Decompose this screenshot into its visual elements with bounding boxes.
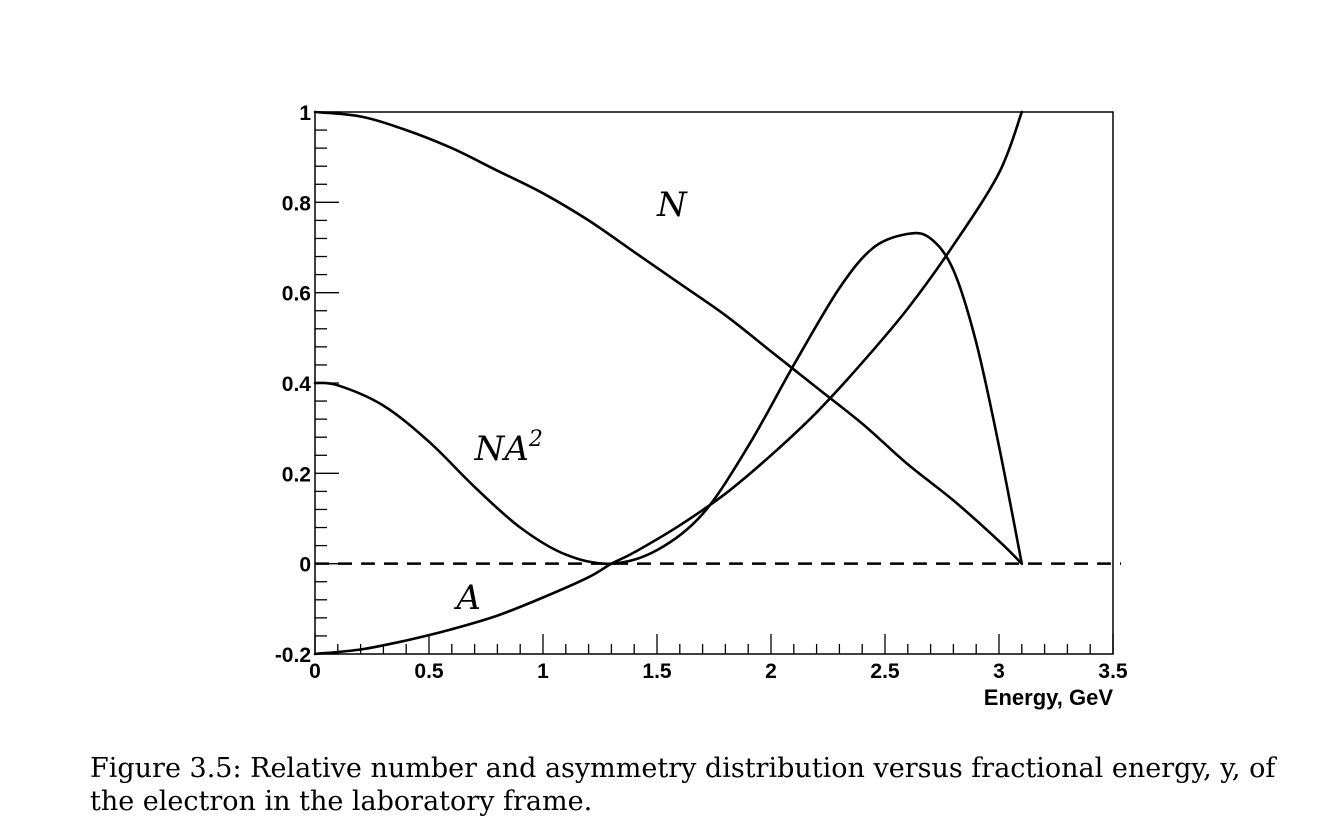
y-tick-label: 0.2 [282,463,311,486]
x-tick-label: 2 [765,660,777,683]
y-tick-label: 0.6 [282,283,311,306]
series-line-a [313,110,1024,656]
x-tick-label: 0 [309,660,321,683]
curve-label-na2: NA2 [474,427,543,469]
x-axis-title: Energy, GeV [984,685,1114,710]
x-tick-label: 3 [993,660,1005,683]
figure-caption: Figure 3.5: Relative number and asymmetr… [90,753,1276,817]
x-tick-label: 1.5 [642,660,672,683]
curve-label-n: N [656,185,688,225]
chart: 0 0.5 1 1.5 2 2.5 3 3.5-0.200.20.40.60.81 NNA2A… [275,102,1128,710]
x-tick-label: 0.5 [414,660,444,683]
x-tick-label: 3.5 [1098,660,1128,683]
axis-ticks [314,111,1114,655]
x-tick-label: 2.5 [870,660,900,683]
series-line-n [313,110,1024,565]
series-line-na2 [313,231,1024,566]
curve-label-a: A [453,578,481,618]
y-tick-label: 1 [299,102,311,125]
plot-frame [314,111,1114,655]
y-tick-label: -0.2 [275,644,311,667]
y-tick-label: 0.4 [282,373,312,396]
y-tick-label: 0.8 [282,192,312,215]
x-tick-label: 1 [537,660,549,683]
y-tick-label: 0 [299,554,311,577]
axis-tick-labels: 0 0.5 1 1.5 2 2.5 3 3.5-0.200.20.40.60.81 [275,102,1128,683]
curves [313,110,1024,656]
